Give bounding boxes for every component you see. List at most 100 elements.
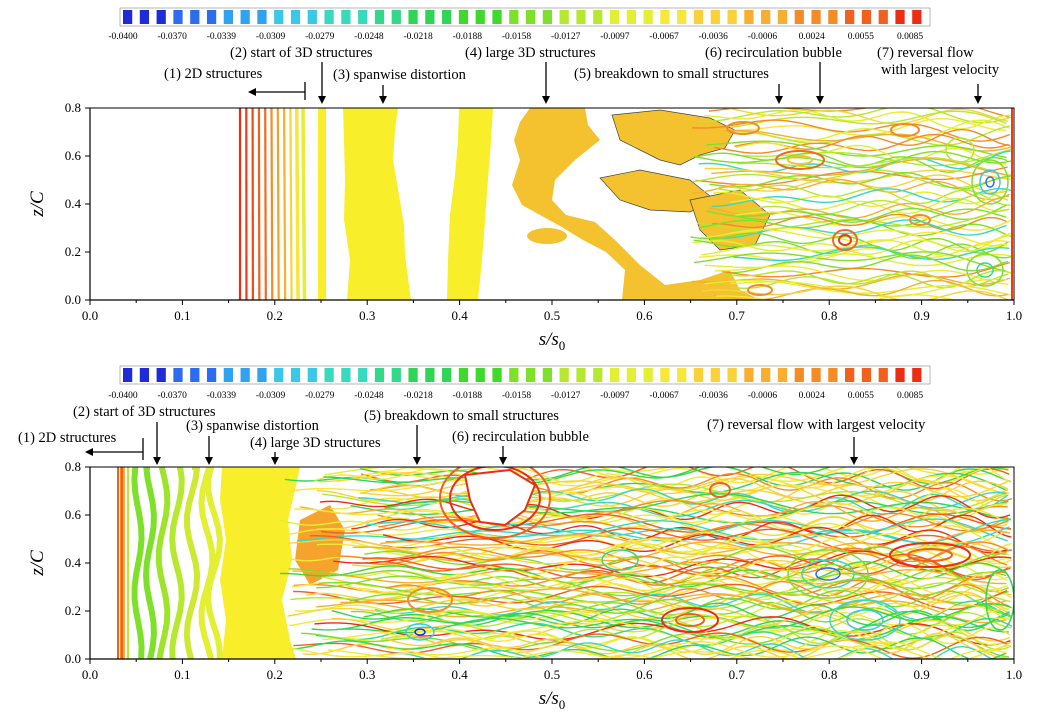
contour-line [300, 628, 1010, 658]
contour-line [350, 598, 1012, 627]
annotation-label: (6) recirculation bubble [705, 45, 842, 61]
annotation-arrowhead [775, 96, 783, 104]
colorbar-swatch [777, 368, 788, 382]
contour-line [380, 622, 1012, 651]
colorbar-swatch [123, 368, 133, 382]
contour-line [142, 467, 157, 659]
contour-line [280, 560, 1007, 588]
colorbar-swatch [895, 368, 905, 382]
colorbar-tick-label: -0.0067 [649, 32, 679, 42]
axes-ticks-bottom: 0.0 0.1 0.2 0.3 0.4 0.5 0.6 0.7 0.8 0.9 1.0 0.0 0.2 0… [65, 459, 1022, 682]
annotation-label: (4) large 3D structures [250, 435, 381, 451]
colorbar-swatch [559, 368, 569, 382]
x-tick-label: 0.7 [729, 308, 746, 323]
contour-line [725, 254, 1009, 274]
annotations-top: (1) 2D structures (2) start of 3D structu… [164, 45, 1000, 104]
contour-line [385, 641, 1010, 659]
annotations-bottom: (1) 2D structures (2) start of 3D structu… [18, 404, 926, 465]
contour-line [698, 239, 1011, 263]
colorbar-swatch [257, 10, 267, 24]
colorbar-tick-label: -0.0036 [699, 391, 729, 401]
colorbar-swatch [643, 10, 653, 24]
contour-line [319, 468, 1010, 495]
contour-line [311, 610, 1008, 637]
x-tick-label: 0.3 [359, 308, 375, 323]
colorbar-swatch [324, 10, 334, 24]
colorbar-tick-label: -0.0279 [305, 32, 335, 42]
contour-line [363, 603, 1012, 629]
contour-line [715, 293, 958, 300]
x-tick-label: 0.0 [82, 667, 98, 682]
contour-line [691, 178, 1010, 201]
contour-line [131, 467, 145, 659]
colorbar-swatch [861, 10, 872, 24]
contour-line [728, 125, 1011, 146]
contour-line [716, 184, 1011, 206]
y-axis-label-bottom: z/C [27, 550, 48, 577]
colorbar-swatch [358, 368, 368, 382]
x-tick-label: 0.9 [913, 308, 929, 323]
contour-line [698, 108, 1012, 124]
y-tick-label: 0.8 [65, 459, 81, 474]
contour-line [353, 572, 1008, 601]
colorbar-swatch [307, 10, 317, 24]
colorbar-swatch [290, 368, 301, 382]
x-tick-label: 0.6 [636, 667, 653, 682]
contour-line [340, 594, 1007, 624]
colorbar-swatch [139, 10, 150, 24]
colorbar-swatch [458, 10, 469, 24]
colorbar-swatch [475, 10, 485, 24]
contour-line [691, 273, 1011, 290]
reversal-flow-region-top [945, 137, 1009, 287]
colorbar-swatch [845, 10, 855, 24]
contour-band [318, 108, 326, 300]
contour-line [714, 265, 1009, 285]
colorbar-tick-label: 0.0024 [799, 32, 825, 42]
colorbar-tick-label: -0.0097 [600, 32, 630, 42]
y-tick-label: 0.4 [65, 555, 82, 570]
contour-line [712, 213, 1007, 231]
colorbar-tick-label: -0.0339 [207, 32, 237, 42]
colorbar-swatch [744, 10, 754, 24]
x-tick-label: 0.4 [451, 308, 468, 323]
contour-line [730, 227, 1007, 247]
x-tick-label: 0.1 [174, 667, 190, 682]
colorbar-tick-label: -0.0370 [158, 391, 188, 401]
colorbar-swatch [777, 10, 788, 24]
contour-line [319, 494, 1011, 521]
contour-line [733, 246, 1010, 262]
annotation-label: (3) spanwise distortion [186, 418, 320, 434]
axes-ticks-top: 0.0 0.1 0.2 0.3 0.4 0.5 0.6 0.7 0.8 0.9 1.0 0.0 0.2 0… [65, 100, 1022, 323]
contour-field-bottom [117, 467, 1014, 659]
colorbar-swatch [845, 368, 855, 382]
colorbar-tick-label: -0.0006 [748, 32, 778, 42]
colorbar-swatch [324, 368, 334, 382]
contour-line [701, 239, 1008, 257]
contour-line [301, 108, 307, 300]
colorbar-swatch [408, 10, 418, 24]
colorbar-tick-label: 0.0085 [897, 32, 923, 42]
contour-line [706, 204, 1007, 223]
colorbar-swatch [660, 10, 670, 24]
contour-line [708, 195, 1009, 219]
x-tick-label: 0.2 [267, 308, 283, 323]
colorbar-swatch [240, 10, 250, 24]
contour-line [386, 538, 1011, 566]
annotation-label: (2) start of 3D structures [73, 404, 216, 420]
contour-line [704, 167, 1011, 184]
colorbar-swatch [509, 368, 519, 382]
colorbar-swatch [761, 368, 771, 382]
colorbar-swatch [576, 10, 586, 24]
colorbar-tick-label: -0.0188 [453, 391, 483, 401]
large-3d-structure-region [512, 108, 760, 300]
y-tick-label: 0.8 [65, 100, 81, 115]
x-tick-label: 0.1 [174, 308, 190, 323]
colorbar-tick-label: 0.0055 [848, 32, 874, 42]
colorbar-swatch [123, 10, 133, 24]
contour-line [721, 261, 1011, 278]
recirculation-rings-top [726, 121, 931, 296]
contour-line [362, 553, 1011, 579]
colorbar-swatch [274, 368, 284, 382]
colorbar-tick-label: 0.0024 [799, 391, 825, 401]
